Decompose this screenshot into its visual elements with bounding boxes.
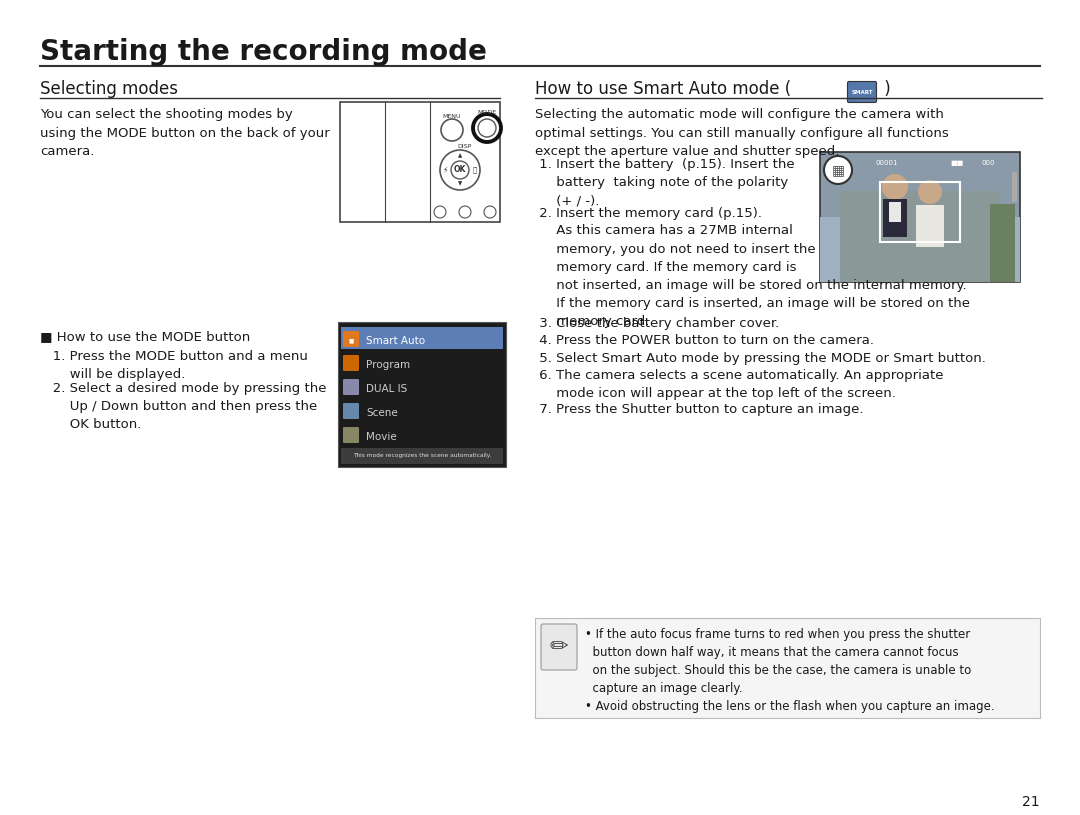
Bar (338, 322, 507, 467)
FancyBboxPatch shape (343, 379, 359, 395)
Text: 00001: 00001 (875, 160, 897, 166)
Bar (341, 448, 503, 464)
Text: Scene: Scene (366, 408, 397, 418)
Circle shape (459, 206, 471, 218)
Text: 2. Select a desired mode by pressing the
       Up / Down button and then press : 2. Select a desired mode by pressing the… (40, 382, 326, 431)
Text: 2. Insert the memory card (p.15).
     As this camera has a 27MB internal
     m: 2. Insert the memory card (p.15). As thi… (535, 206, 970, 328)
Circle shape (882, 174, 908, 200)
Text: 5. Select Smart Auto mode by pressing the MODE or Smart button.: 5. Select Smart Auto mode by pressing th… (535, 352, 986, 365)
Circle shape (473, 114, 501, 142)
Text: 000: 000 (982, 160, 996, 166)
FancyBboxPatch shape (343, 355, 359, 371)
Bar (1012, 172, 1017, 202)
Text: Selecting modes: Selecting modes (40, 80, 178, 98)
Text: MODE: MODE (477, 110, 497, 115)
Text: How to use Smart Auto mode (: How to use Smart Auto mode ( (535, 80, 792, 98)
Text: SMART: SMART (851, 90, 873, 95)
Text: You can select the shooting modes by
using the MODE button on the back of your
c: You can select the shooting modes by usi… (40, 108, 329, 158)
Circle shape (918, 180, 942, 204)
Bar (820, 152, 1020, 282)
Bar (341, 327, 503, 349)
Text: OK: OK (454, 165, 467, 174)
Text: Movie: Movie (366, 432, 396, 442)
Text: ▦: ▦ (832, 163, 845, 177)
Text: ▼: ▼ (458, 182, 462, 187)
Text: ■■: ■■ (950, 160, 963, 166)
Bar (535, 618, 1040, 718)
Circle shape (484, 206, 496, 218)
Text: ⌛: ⌛ (473, 167, 477, 174)
Text: Starting the recording mode: Starting the recording mode (40, 38, 487, 66)
Bar (840, 191, 1000, 282)
Text: 1. Insert the battery  (p.15). Insert the
     battery  taking note of the polar: 1. Insert the battery (p.15). Insert the… (535, 158, 795, 207)
Text: ): ) (879, 80, 891, 98)
Text: This mode recognizes the scene automatically.: This mode recognizes the scene automatic… (353, 453, 491, 459)
Bar (820, 217, 1020, 282)
Text: 6. The camera selects a scene automatically. An appropriate
     mode icon will : 6. The camera selects a scene automatica… (535, 369, 944, 400)
FancyBboxPatch shape (848, 82, 877, 103)
Text: ▲: ▲ (458, 153, 462, 158)
Text: ■ How to use the MODE button: ■ How to use the MODE button (40, 330, 251, 343)
Bar (990, 204, 1015, 282)
Bar (340, 102, 500, 222)
Text: ✏: ✏ (550, 637, 568, 657)
FancyBboxPatch shape (343, 403, 359, 419)
Text: DUAL IS: DUAL IS (366, 384, 407, 394)
Bar (883, 199, 907, 237)
Circle shape (441, 119, 463, 141)
Bar (880, 182, 960, 242)
Text: MENU: MENU (443, 114, 461, 119)
Text: 7. Press the Shutter button to capture an image.: 7. Press the Shutter button to capture a… (535, 403, 864, 416)
Text: • If the auto focus frame turns to red when you press the shutter
  button down : • If the auto focus frame turns to red w… (585, 628, 995, 713)
FancyBboxPatch shape (343, 331, 359, 347)
Text: 1. Press the MODE button and a menu
       will be displayed.: 1. Press the MODE button and a menu will… (40, 350, 308, 381)
Text: Smart Auto: Smart Auto (366, 336, 426, 346)
FancyBboxPatch shape (343, 427, 359, 443)
Bar (916, 205, 944, 247)
Circle shape (824, 156, 852, 184)
Text: Selecting the automatic mode will configure the camera with
optimal settings. Yo: Selecting the automatic mode will config… (535, 108, 948, 158)
Text: Program: Program (366, 360, 410, 370)
Text: DISP: DISP (458, 144, 472, 149)
Text: 3. Close the battery chamber cover.: 3. Close the battery chamber cover. (535, 317, 780, 330)
FancyBboxPatch shape (541, 624, 577, 670)
Circle shape (434, 206, 446, 218)
Text: 21: 21 (1023, 795, 1040, 809)
Circle shape (440, 150, 480, 190)
Circle shape (451, 161, 469, 179)
Text: 4. Press the POWER button to turn on the camera.: 4. Press the POWER button to turn on the… (535, 334, 874, 347)
Circle shape (478, 119, 496, 137)
Bar (889, 202, 901, 222)
Text: ■: ■ (349, 338, 353, 343)
Text: ⚡: ⚡ (443, 165, 448, 174)
